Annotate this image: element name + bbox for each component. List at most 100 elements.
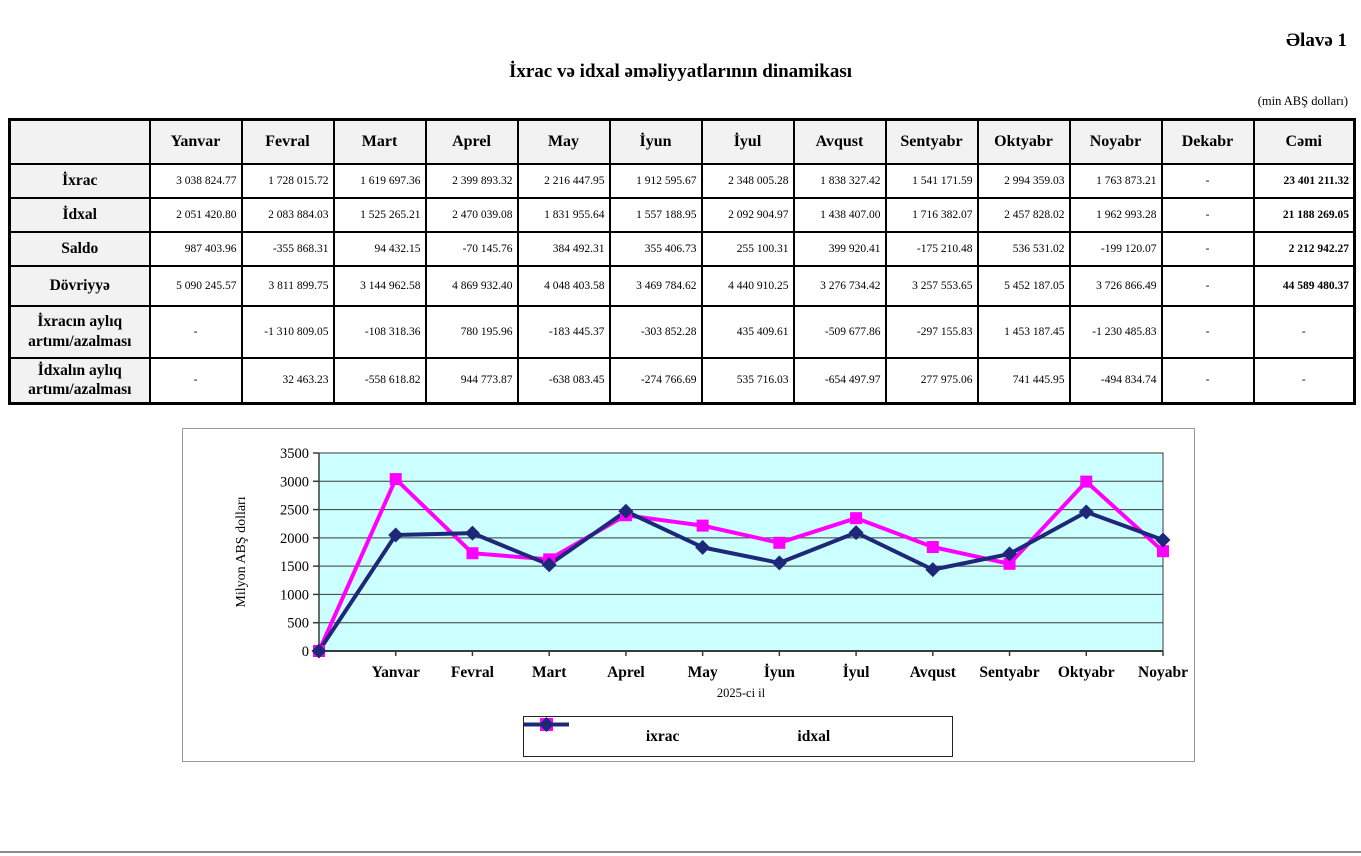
table-cell: 44 589 480.37	[1252, 264, 1356, 307]
table-cell: 1 763 873.21	[1068, 162, 1163, 199]
table-cell: 2 994 359.03	[976, 162, 1071, 199]
row-label: İdxal	[8, 196, 151, 233]
marker-idxal	[1155, 532, 1171, 548]
marker-idxal	[388, 527, 404, 543]
row-label: Saldo	[8, 230, 151, 267]
column-header: Cəmi	[1252, 118, 1356, 165]
table-cell: -638 083.45	[516, 356, 611, 405]
marker-ixrac	[850, 512, 863, 525]
row-label: İdxalın aylıq artımı/azalması	[8, 356, 151, 405]
column-header: Mart	[332, 118, 427, 165]
table-cell: 2 399 893.32	[424, 162, 519, 199]
chart-plot: 0 500 1000 1500 2000 2500 3000 3500 Yanvar Fevral…	[234, 446, 1188, 700]
table-cell: 1 728 015.72	[240, 162, 335, 199]
marker-ixrac	[1003, 557, 1016, 570]
column-header: Avqust	[792, 118, 887, 165]
x-tick-label: İyun	[764, 664, 795, 681]
series-line-ixrac	[317, 477, 1165, 652]
table-cell: 1 962 993.28	[1068, 196, 1163, 233]
column-header: Noyabr	[1068, 118, 1163, 165]
x-tick-label: İyul	[843, 664, 870, 681]
table-cell: 3 469 784.62	[608, 264, 703, 307]
table-cell: -70 145.76	[424, 230, 519, 267]
x-axis-title: 2025-ci il	[717, 686, 766, 700]
y-tick-label: 3500	[280, 446, 309, 462]
marker-idxal	[925, 562, 941, 578]
table-cell: 1 831 955.64	[516, 196, 611, 233]
marker-ixrac	[389, 473, 402, 486]
table-row: Dövriyyə 5 090 245.57 3 811 899.75 3 144 96…	[8, 264, 1356, 307]
row-label: İxracın aylıq artımı/azalması	[8, 304, 151, 359]
table-cell: -175 210.48	[884, 230, 979, 267]
table-cell: 2 216 447.95	[516, 162, 611, 199]
x-tick-label: Mart	[532, 664, 567, 681]
table-cell: 435 409.61	[700, 304, 795, 359]
table-cell: -	[1160, 162, 1255, 199]
table-cell: -	[148, 304, 243, 359]
table-cell: 4 440 910.25	[700, 264, 795, 307]
table-row: İxracın aylıq artımı/azalması - -1 310 809…	[8, 304, 1356, 359]
table-cell: 987 403.96	[148, 230, 243, 267]
marker-idxal	[771, 555, 787, 571]
table-cell: 2 348 005.28	[700, 162, 795, 199]
unit-note: (min ABŞ dolları)	[1257, 94, 1348, 108]
table-cell: 1 438 407.00	[792, 196, 887, 233]
x-tick-label: Yanvar	[372, 664, 420, 681]
table-cell: -	[1160, 196, 1255, 233]
table-cell: 5 452 187.05	[976, 264, 1071, 307]
y-tick-label: 500	[287, 616, 309, 632]
data-table: Yanvar Fevral Mart Aprel May İyun İyul Avqust Se…	[8, 118, 1356, 405]
table-cell: 255 100.31	[700, 230, 795, 267]
table-cell: 3 144 962.58	[332, 264, 427, 307]
marker-ixrac	[1080, 475, 1093, 488]
column-header: Yanvar	[148, 118, 243, 165]
marker-idxal	[618, 503, 634, 519]
x-tick-label: Avqust	[910, 664, 957, 681]
marker-idxal	[848, 525, 864, 541]
table-cell: 1 453 187.45	[976, 304, 1071, 359]
x-tick-label: Noyabr	[1138, 664, 1188, 681]
column-header: İyul	[700, 118, 795, 165]
table-cell: 1 557 188.95	[608, 196, 703, 233]
x-tick-label: Fevral	[451, 664, 495, 681]
table-cell: 4 048 403.58	[516, 264, 611, 307]
table-cell: 535 716.03	[700, 356, 795, 405]
table-cell: -303 852.28	[608, 304, 703, 359]
table-cell: 741 445.95	[976, 356, 1071, 405]
table-row: İxrac 3 038 824.77 1 728 015.72 1 619 697.3…	[8, 162, 1356, 199]
marker-ixrac	[466, 547, 479, 560]
table-cell: 1 541 171.59	[884, 162, 979, 199]
table-cell: 3 811 899.75	[240, 264, 335, 307]
column-header: Fevral	[240, 118, 335, 165]
marker-idxal	[1078, 504, 1094, 520]
y-tick-label: 1000	[280, 587, 309, 603]
table-cell: -654 497.97	[792, 356, 887, 405]
table-row: Saldo 987 403.96 -355 868.31 94 432.15 -70 1…	[8, 230, 1356, 267]
table-cell: 5 090 245.57	[148, 264, 243, 307]
table-cell: -183 445.37	[516, 304, 611, 359]
marker-idxal	[1002, 546, 1018, 562]
legend-item-idxal: idxal	[524, 717, 831, 746]
chart-legend: ixrac idxal	[523, 716, 953, 757]
table-cell: 2 051 420.80	[148, 196, 243, 233]
table-cell: 277 975.06	[884, 356, 979, 405]
table-row: İdxalın aylıq artımı/azalması -32 463.23-…	[8, 356, 1356, 405]
table-cell: 2 212 942.27	[1252, 230, 1356, 267]
table-cell: 1 525 265.21	[332, 196, 427, 233]
chart: 0 500 1000 1500 2000 2500 3000 3500 Yanvar Fevral…	[182, 428, 1195, 762]
table-cell: -108 318.36	[332, 304, 427, 359]
legend-label: idxal	[797, 727, 831, 745]
table-cell: -	[1160, 230, 1255, 267]
y-tick-label: 2500	[280, 503, 309, 519]
y-axis-title: Milyon ABŞ dolları	[234, 496, 249, 607]
table-cell: 384 492.31	[516, 230, 611, 267]
marker-ixrac	[926, 541, 939, 554]
legend-label: ixrac	[645, 727, 680, 745]
table-cell: 32 463.23	[240, 356, 335, 405]
y-tick-label: 1500	[280, 559, 309, 575]
table-cell: -	[1160, 264, 1255, 307]
table-cell: 3 726 866.49	[1068, 264, 1163, 307]
column-header: Sentyabr	[884, 118, 979, 165]
table-container: Yanvar Fevral Mart Aprel May İyun İyul Avqust Se…	[8, 118, 1356, 405]
